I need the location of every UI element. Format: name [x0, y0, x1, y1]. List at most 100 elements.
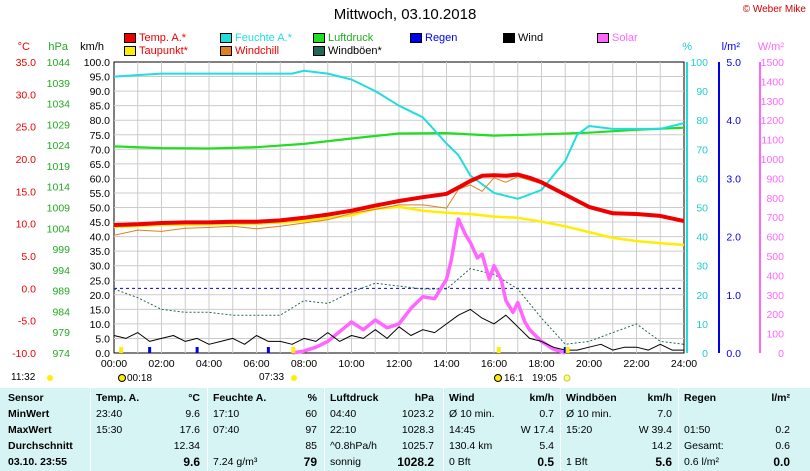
x-tick-label: 14:00	[433, 358, 459, 370]
x-tick-label: 16:00	[481, 358, 507, 370]
x-tick-label: 20:00	[576, 358, 602, 370]
header-wind-unit: km/h	[529, 392, 554, 404]
x-tick-label: 04:00	[196, 358, 222, 370]
solar-tick-label: 300	[766, 290, 784, 302]
wind-tick-label: 95.0	[90, 72, 111, 84]
rain-tick-label: 0.0	[726, 348, 741, 360]
wind-tick-label: 30.0	[90, 261, 111, 273]
wind-tick-label: 85.0	[90, 101, 111, 113]
header-temp-unit: °C	[188, 392, 200, 404]
pressure-axis-unit: hPa	[48, 41, 68, 53]
header-windboeen: Windböen	[566, 392, 617, 404]
stats-cell-t-val: 12.34	[173, 440, 200, 452]
weather-chart: 35.0 30.0 25.0 20.0 15.0 10.0 5.0 0.0 -5.0 -10.0 1…	[12, 41, 785, 382]
solar-tick-label: 1200	[761, 115, 785, 127]
sun-event-marker	[565, 347, 570, 353]
stats-cell-t-time: 23:40	[96, 408, 123, 420]
stats-table: Sensor Temp. A. °C Feuchte A. % Luftdruc…	[0, 388, 810, 471]
column-divider	[207, 388, 208, 471]
stats-cell-t-val: 9.6	[185, 408, 200, 420]
legend-label: Wind	[518, 32, 544, 44]
stats-cell-label: 03.10. 23:55	[8, 456, 67, 468]
stats-cell-label: MaxWert	[8, 424, 52, 436]
header-feuchte-unit: %	[307, 392, 317, 404]
temp-tick-label: -10.0	[12, 348, 36, 360]
series-temp-a	[113, 172, 685, 227]
rain-tick-label: 5.0	[726, 57, 741, 69]
stats-cell-w-time: Ø 10 min.	[449, 408, 495, 420]
stats-cell-p-time: ^0.8hPa/h	[330, 440, 377, 452]
solar-tick-label: 1300	[761, 96, 785, 108]
solar-tick-label: 1100	[761, 135, 784, 147]
solar-axis-unit: W/m²	[758, 41, 785, 53]
stats-cell-w-val: 0.7	[539, 408, 554, 420]
pressure-tick-label: 1024	[47, 140, 71, 152]
stats-cell-p-val: 1025.7	[401, 440, 434, 452]
legend-regen: Regen	[410, 32, 457, 44]
stats-cell-w-time: 130.4 km	[449, 440, 493, 452]
wind-tick-label: 55.0	[90, 188, 111, 200]
legend-label: Feuchte A.*	[235, 32, 292, 44]
stats-cell-t-val: 9.6	[183, 455, 200, 469]
solar-tick-label: 100	[766, 329, 784, 341]
stats-cell-p-val: 1028.3	[401, 424, 434, 436]
stats-cell-label: Durchschnitt	[8, 440, 73, 452]
solar-tick-label: 1500	[761, 57, 785, 69]
solar-tick-label: 200	[766, 309, 784, 321]
rain-bar	[148, 347, 152, 353]
x-tick-label: 18:00	[528, 358, 554, 370]
x-tick-label: 22:00	[623, 358, 649, 370]
humidity-tick-label: 50	[696, 203, 708, 215]
legend-swatch	[597, 33, 609, 43]
x-tick-label: 02:00	[148, 358, 174, 370]
humidity-tick-label: 90	[696, 86, 708, 98]
stats-cell-f-val: 79	[303, 455, 317, 469]
legend-label: Taupunkt*	[139, 45, 188, 57]
legend-wind: Wind	[503, 32, 543, 44]
header-sensor: Sensor	[8, 392, 44, 404]
stats-cell-w-time: 0 Bft	[449, 456, 471, 468]
legend-label: Solar	[612, 32, 638, 44]
wind-tick-label: 5.0	[95, 333, 110, 345]
pressure-tick-label: 1044	[47, 57, 71, 69]
pressure-tick-label: 1039	[47, 78, 71, 90]
stats-cell-label: MinWert	[8, 408, 50, 420]
stats-cell-g-val: 14.2	[651, 440, 672, 452]
pressure-tick-label: 984	[52, 306, 70, 318]
solar-tick-label: 0	[778, 348, 784, 360]
stats-cell-r-time: 01:50	[684, 424, 711, 436]
moonrise-time: 11:32	[11, 372, 36, 383]
pressure-tick-label: 974	[52, 348, 70, 360]
stats-cell-r-val: 0.6	[775, 440, 790, 452]
solar-tick-label: 700	[766, 212, 784, 224]
temp-tick-label: 20.0	[16, 154, 37, 166]
x-tick-label: 00:00	[101, 358, 127, 370]
stats-cell-r-val: 0.2	[775, 424, 790, 436]
wind-tick-label: 40.0	[90, 232, 111, 244]
rain-bar	[195, 347, 199, 353]
stats-cell-g-val: 7.0	[657, 408, 672, 420]
solar-tick-label: 1000	[761, 154, 785, 166]
legend-swatch	[124, 33, 136, 43]
stats-cell-g-time: Ø 10 min.	[566, 408, 612, 420]
humidity-tick-label: 40	[696, 232, 708, 244]
credit-link[interactable]: © Weber Mike	[742, 4, 806, 15]
sun-event-marker	[119, 347, 124, 353]
legend-taupunkt: Taupunkt*	[124, 45, 188, 57]
wind-tick-label: 35.0	[90, 246, 111, 258]
humidity-tick-label: 70	[696, 144, 708, 156]
legend-swatch	[220, 33, 232, 43]
x-tick-label: 10:00	[338, 358, 364, 370]
solar-tick-label: 800	[766, 193, 784, 205]
chart-title: Mittwoch, 03.10.2018	[333, 6, 477, 23]
stats-cell-f-val: 60	[305, 408, 317, 420]
temp-tick-label: 25.0	[16, 122, 37, 134]
legend-swatch	[124, 46, 136, 56]
humidity-tick-label: 100	[690, 57, 708, 69]
legend-windchill: Windchill	[220, 45, 279, 57]
legend-swatch	[503, 33, 515, 43]
moon-icon	[47, 375, 53, 381]
stats-cell-g-val: W 39.4	[638, 424, 672, 436]
humidity-tick-label: 20	[696, 290, 708, 302]
column-divider	[678, 388, 679, 471]
